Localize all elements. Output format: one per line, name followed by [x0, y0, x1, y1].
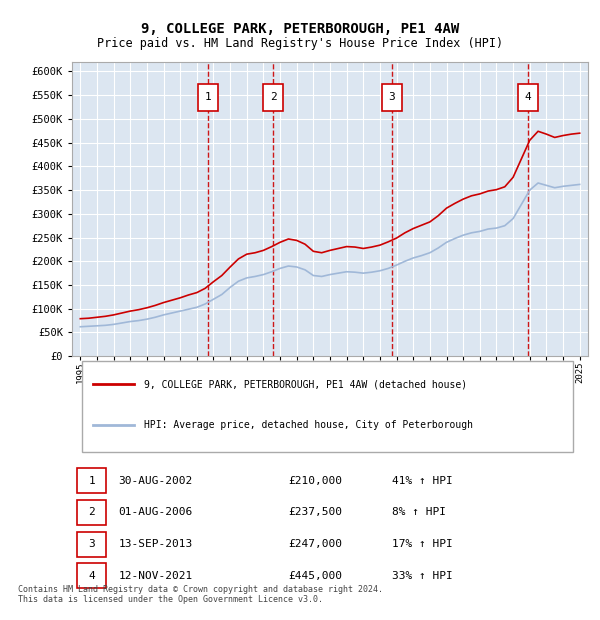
Text: 2: 2	[269, 92, 277, 102]
FancyBboxPatch shape	[198, 84, 218, 110]
FancyBboxPatch shape	[77, 468, 106, 493]
Text: £247,000: £247,000	[289, 539, 343, 549]
FancyBboxPatch shape	[77, 564, 106, 588]
FancyBboxPatch shape	[77, 500, 106, 525]
Text: £445,000: £445,000	[289, 571, 343, 581]
Text: 3: 3	[88, 539, 95, 549]
FancyBboxPatch shape	[77, 532, 106, 557]
FancyBboxPatch shape	[518, 84, 538, 110]
Text: 4: 4	[524, 92, 531, 102]
Text: 01-AUG-2006: 01-AUG-2006	[118, 507, 193, 518]
Text: 12-NOV-2021: 12-NOV-2021	[118, 571, 193, 581]
FancyBboxPatch shape	[263, 84, 283, 110]
Text: 41% ↑ HPI: 41% ↑ HPI	[392, 476, 452, 485]
Text: Price paid vs. HM Land Registry's House Price Index (HPI): Price paid vs. HM Land Registry's House …	[97, 37, 503, 50]
Text: 13-SEP-2013: 13-SEP-2013	[118, 539, 193, 549]
FancyBboxPatch shape	[382, 84, 401, 110]
Text: Contains HM Land Registry data © Crown copyright and database right 2024.
This d: Contains HM Land Registry data © Crown c…	[18, 585, 383, 604]
Text: 33% ↑ HPI: 33% ↑ HPI	[392, 571, 452, 581]
Text: 2: 2	[88, 507, 95, 518]
FancyBboxPatch shape	[82, 361, 572, 452]
Text: 4: 4	[88, 571, 95, 581]
Text: 17% ↑ HPI: 17% ↑ HPI	[392, 539, 452, 549]
Text: 8% ↑ HPI: 8% ↑ HPI	[392, 507, 446, 518]
Text: HPI: Average price, detached house, City of Peterborough: HPI: Average price, detached house, City…	[144, 420, 473, 430]
Text: £210,000: £210,000	[289, 476, 343, 485]
Text: £237,500: £237,500	[289, 507, 343, 518]
Text: 30-AUG-2002: 30-AUG-2002	[118, 476, 193, 485]
Text: 1: 1	[88, 476, 95, 485]
Text: 3: 3	[388, 92, 395, 102]
Text: 1: 1	[205, 92, 211, 102]
Text: 9, COLLEGE PARK, PETERBOROUGH, PE1 4AW (detached house): 9, COLLEGE PARK, PETERBOROUGH, PE1 4AW (…	[144, 379, 467, 389]
Text: 9, COLLEGE PARK, PETERBOROUGH, PE1 4AW: 9, COLLEGE PARK, PETERBOROUGH, PE1 4AW	[141, 22, 459, 36]
